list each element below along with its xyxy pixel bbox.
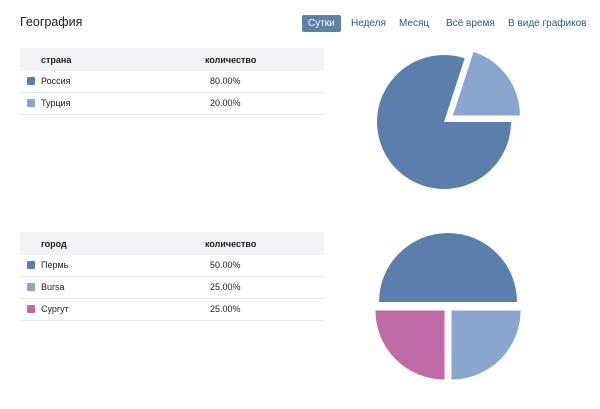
table-row: Турция 20.00% xyxy=(20,93,324,115)
cities-pie-chart xyxy=(375,233,521,380)
row-value: 20.00% xyxy=(210,98,241,108)
legend-swatch xyxy=(27,283,35,291)
column-header-count: количество xyxy=(205,55,257,65)
tab-day[interactable]: Сутки xyxy=(302,15,341,32)
table-header: город количество xyxy=(20,232,324,255)
legend-swatch xyxy=(27,261,35,269)
tab-month[interactable]: Месяц xyxy=(399,18,430,29)
tab-week[interactable]: Неделя xyxy=(351,18,386,29)
row-label: Сургут xyxy=(41,304,69,314)
row-label: Россия xyxy=(41,76,71,86)
row-value: 50.00% xyxy=(210,260,241,270)
page-title: География xyxy=(20,15,83,29)
row-value: 25.00% xyxy=(210,282,241,292)
column-header-city: город xyxy=(41,239,67,249)
row-value: 25.00% xyxy=(210,304,241,314)
row-label: Турция xyxy=(41,98,71,108)
table-row: Пермь 50.00% xyxy=(20,255,324,277)
legend-swatch xyxy=(27,99,35,107)
legend-swatch xyxy=(27,305,35,313)
legend-swatch xyxy=(27,77,35,85)
pie-slice-Пермь xyxy=(379,233,517,302)
row-value: 80.00% xyxy=(210,76,241,86)
column-header-count: количество xyxy=(205,239,257,249)
countries-table: страна количество Россия 80.00% Турция 2… xyxy=(20,48,324,115)
pie-slice-Bursa xyxy=(451,310,521,380)
table-header: страна количество xyxy=(20,48,324,71)
column-header-country: страна xyxy=(41,55,72,65)
countries-pie-chart xyxy=(377,51,520,189)
table-row: Сургут 25.00% xyxy=(20,299,324,321)
row-label: Bursa xyxy=(41,282,65,292)
cities-table: город количество Пермь 50.00% Bursa 25.0… xyxy=(20,232,324,321)
table-row: Bursa 25.00% xyxy=(20,277,324,299)
pie-slice-Сургут xyxy=(375,310,445,380)
table-row: Россия 80.00% xyxy=(20,71,324,93)
tab-all-time[interactable]: Всё время xyxy=(446,18,495,29)
pie-slice-Турция xyxy=(452,51,520,116)
tab-charts-view[interactable]: В виде графиков xyxy=(508,18,587,29)
row-label: Пермь xyxy=(41,260,69,270)
pie-slice-Россия xyxy=(377,54,511,189)
